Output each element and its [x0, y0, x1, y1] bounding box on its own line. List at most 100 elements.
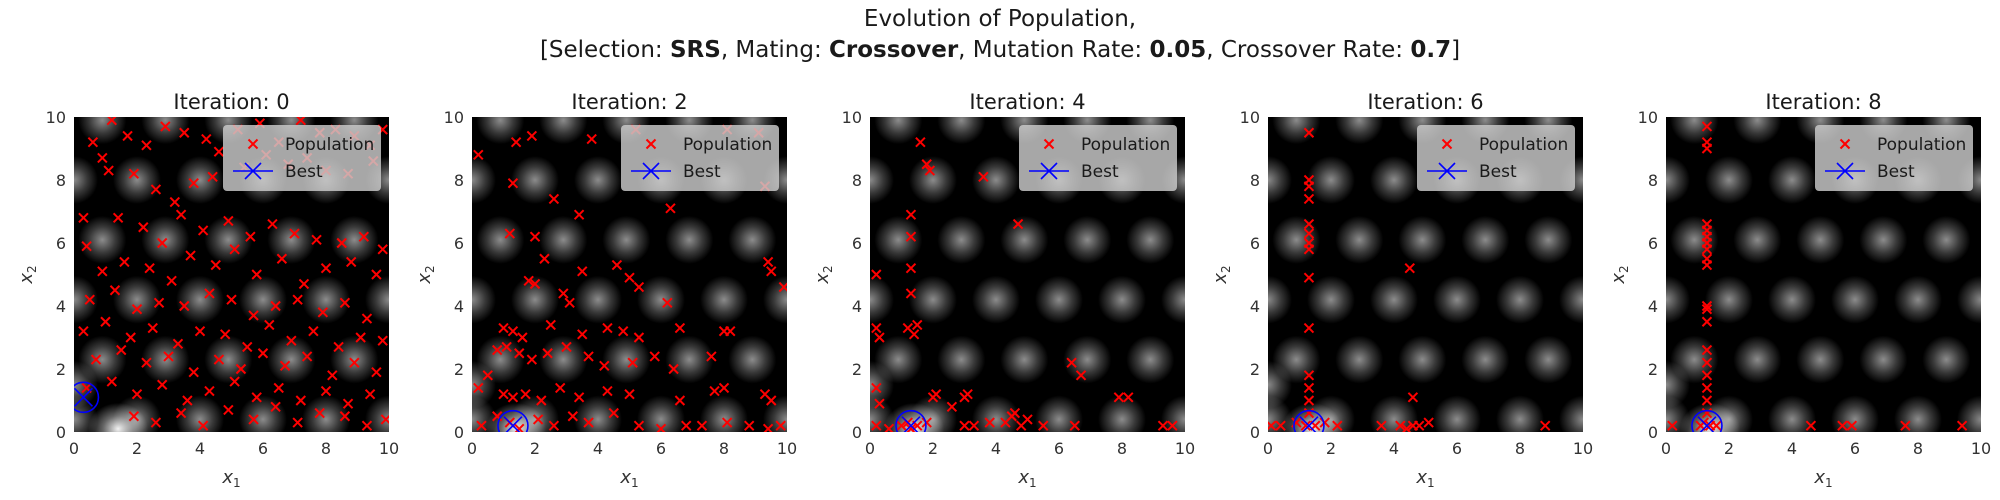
- population-point: [871, 269, 882, 280]
- x-tick-label: 10: [777, 439, 797, 458]
- landscape-peak: [330, 335, 379, 384]
- population-point: [602, 322, 613, 334]
- landscape-peak: [1189, 96, 1237, 144]
- legend-best-label: Best: [285, 162, 323, 182]
- population-point: [273, 382, 284, 394]
- landscape-peak: [574, 275, 622, 324]
- population-point: [1012, 218, 1024, 230]
- population-point: [78, 325, 89, 337]
- population-point: [1395, 420, 1406, 431]
- population-point: [1711, 420, 1722, 431]
- population-point: [242, 341, 253, 353]
- population-point: [1303, 181, 1315, 192]
- population-point-stroke-b: [482, 370, 493, 381]
- population-point-stroke-b: [656, 423, 667, 432]
- population-point-stroke-b: [884, 423, 895, 432]
- population-point-stroke-b: [1376, 420, 1387, 431]
- population-point-stroke-b: [295, 117, 306, 126]
- legend-population-marker-stroke-b: [1043, 138, 1055, 150]
- population-point-stroke-b: [902, 322, 914, 334]
- population-point: [361, 420, 373, 431]
- population-point: [1303, 322, 1315, 334]
- population-point-stroke-b: [624, 272, 635, 283]
- x-axis-label-subscript: 1: [1029, 476, 1037, 490]
- population-point: [1423, 417, 1434, 428]
- population-point: [1701, 143, 1713, 154]
- population-point-stroke-b: [169, 196, 181, 208]
- population-point-stroke-b: [1303, 322, 1315, 334]
- landscape-peak: [791, 336, 839, 384]
- population-point: [97, 266, 108, 277]
- population-point-stroke-b: [514, 348, 525, 359]
- population-point: [905, 262, 917, 274]
- population-point-stroke-b: [491, 344, 503, 356]
- population-point-stroke-b: [1038, 420, 1049, 431]
- population-point: [144, 262, 155, 274]
- population-point-stroke-b: [84, 294, 95, 305]
- population-point-stroke-b: [561, 341, 572, 353]
- landscape-peak: [1398, 215, 1447, 264]
- population-point-stroke-b: [320, 385, 332, 397]
- legend-population-marker: [645, 138, 657, 150]
- population-point-stroke-b: [223, 215, 234, 227]
- population-point: [624, 272, 635, 283]
- population-point: [1701, 395, 1713, 406]
- landscape-peak: [937, 335, 986, 384]
- y-tick-label: 2: [1648, 360, 1658, 379]
- population-point-stroke-b: [270, 300, 281, 312]
- population-point-stroke-b: [207, 171, 218, 183]
- population-point-stroke-b: [558, 288, 569, 299]
- population-point: [1701, 370, 1713, 381]
- population-point: [1038, 420, 1049, 431]
- population-point: [295, 395, 307, 406]
- legend-population-marker-stroke-b: [1839, 138, 1851, 150]
- landscape-peak: [1398, 335, 1447, 384]
- legend-box: [1019, 125, 1177, 191]
- y-tick-label: 6: [1648, 234, 1658, 253]
- landscape-peak: [972, 156, 1020, 204]
- legend-best-marker-stroke-b: [642, 162, 660, 180]
- population-point: [219, 329, 231, 340]
- population-point: [1303, 382, 1315, 394]
- population-point: [320, 262, 332, 274]
- population-point-stroke-b: [342, 398, 354, 409]
- population-point: [169, 196, 181, 208]
- population-point: [674, 322, 686, 334]
- population-point: [762, 423, 774, 432]
- population-point: [662, 297, 673, 309]
- population-point-stroke-b: [1157, 420, 1169, 431]
- population-point-stroke-b: [968, 420, 980, 431]
- y-axis-label-subscript: 2: [1617, 265, 1631, 273]
- population-point-stroke-b: [245, 231, 256, 242]
- best-point: [1697, 416, 1717, 432]
- population-point-stroke-b: [1012, 218, 1024, 230]
- landscape-peak: [511, 275, 559, 324]
- population-point-stroke-b: [358, 231, 370, 242]
- landscape-peak: [539, 117, 588, 145]
- x-axis-label: x1: [1415, 467, 1434, 490]
- population-point-stroke-b: [554, 382, 566, 394]
- population-point-stroke-b: [577, 329, 588, 340]
- population-point-stroke-b: [301, 351, 313, 362]
- population-point: [194, 325, 206, 337]
- population-point: [229, 376, 240, 387]
- population-point-stroke-b: [1069, 420, 1080, 431]
- population-point-stroke-b: [491, 411, 503, 422]
- population-point-stroke-b: [194, 325, 206, 337]
- population-point: [122, 130, 133, 142]
- population-point-stroke-b: [327, 370, 338, 381]
- population-point: [276, 253, 288, 264]
- best-point: [503, 416, 523, 432]
- population-point-stroke-b: [81, 240, 92, 252]
- population-point-stroke-b: [778, 282, 787, 293]
- landscape-peak: [1587, 96, 1635, 144]
- population-point: [696, 420, 708, 431]
- population-point: [197, 225, 209, 236]
- population-point: [602, 385, 613, 397]
- best-point-ring: [1293, 409, 1325, 432]
- legend-best-marker-stroke-b: [1040, 162, 1058, 180]
- population-point: [1303, 218, 1315, 230]
- population-point: [1837, 420, 1848, 431]
- population-point: [106, 117, 118, 126]
- population-point-stroke-b: [188, 366, 199, 378]
